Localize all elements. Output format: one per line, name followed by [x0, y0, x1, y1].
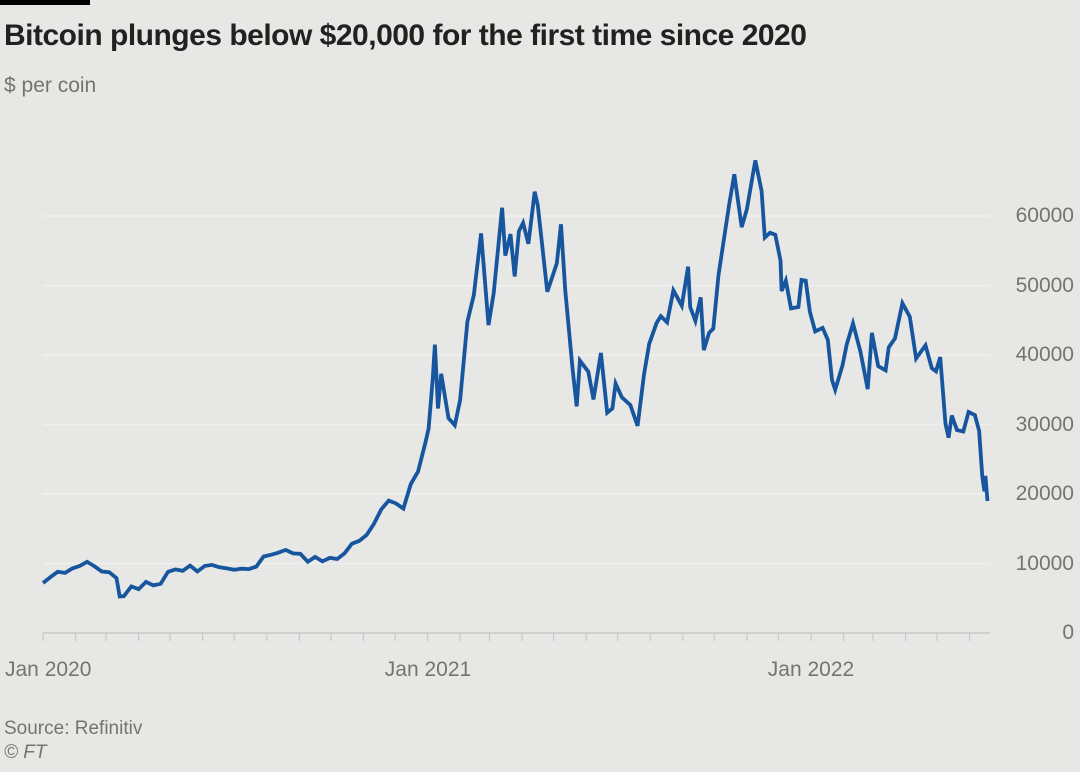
chart-unit-label: $ per coin: [4, 74, 97, 97]
source-note: Source: Refinitiv: [4, 718, 143, 739]
y-axis-label: 30000: [1015, 413, 1074, 436]
price-line: [41, 160, 990, 599]
x-axis-label: Jan 2020: [5, 658, 92, 681]
ft-top-bar: [0, 0, 90, 5]
y-axis-label: 40000: [1015, 343, 1074, 366]
y-axis-label: 10000: [1015, 552, 1074, 575]
chart-title: Bitcoin plunges below $20,000 for the fi…: [4, 19, 807, 52]
x-axis-label: Jan 2021: [384, 658, 472, 681]
y-axis-label: 20000: [1015, 482, 1074, 505]
y-axis-label: 50000: [1015, 274, 1074, 297]
y-axis-label: 0: [1062, 621, 1074, 644]
ft-copyright: © FT: [4, 742, 47, 763]
y-axis-label: 60000: [1015, 204, 1074, 227]
x-axis-label: Jan 2022: [767, 658, 855, 681]
